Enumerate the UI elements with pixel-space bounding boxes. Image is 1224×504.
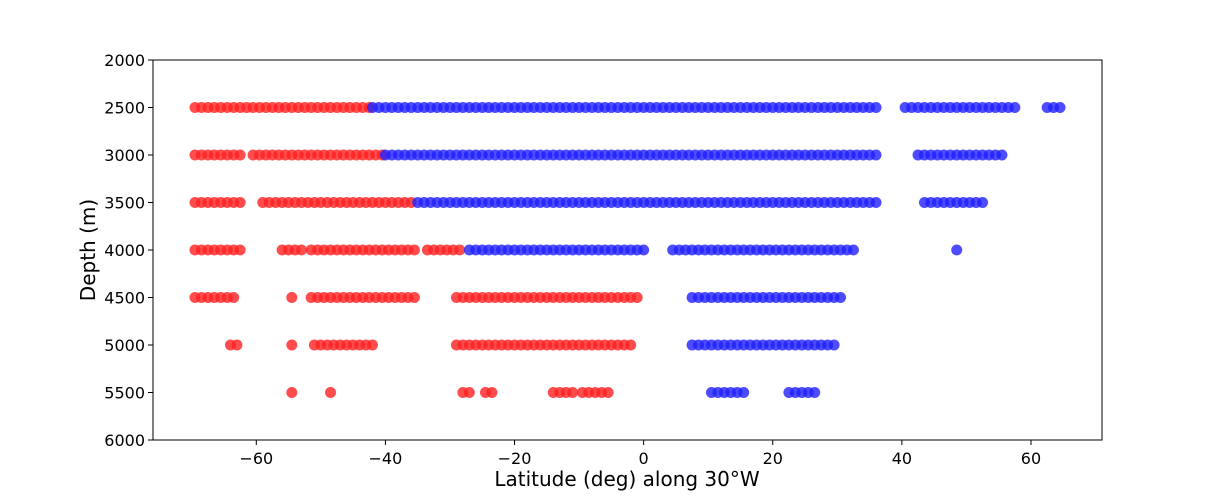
blue-data-point (828, 339, 840, 351)
red-data-point (295, 244, 307, 256)
blue-data-point (977, 197, 989, 208)
red-data-point (286, 387, 298, 398)
x-tick-label: −60 (239, 449, 273, 468)
x-axis: −60 −40 −20 0 20 40 60 (239, 440, 1041, 468)
y-axis: 2000 2500 3000 3500 4000 4500 5000 5500 6000 (104, 51, 153, 450)
red-data-point (286, 339, 298, 351)
y-tick-label: 5500 (104, 384, 145, 403)
red-data-point (567, 387, 579, 398)
blue-data-point (870, 197, 882, 208)
y-axis-title: Depth (m) (76, 199, 100, 301)
x-tick-label: 40 (892, 449, 912, 468)
x-tick-label: 0 (639, 449, 649, 468)
red-data-point (367, 339, 378, 351)
red-data-point (631, 292, 643, 303)
blue-data-point (1009, 102, 1021, 113)
blue-data-point (847, 244, 859, 256)
x-tick-label: 60 (1021, 449, 1041, 468)
red-data-point (228, 292, 240, 303)
red-data-point (234, 197, 246, 208)
blue-data-point (835, 292, 847, 303)
red-data-point (325, 387, 337, 398)
red-data-point (234, 149, 246, 161)
y-tick-label: 5000 (104, 336, 145, 355)
red-data-point (231, 339, 243, 351)
y-tick-label: 6000 (104, 431, 145, 450)
y-tick-label: 4000 (104, 241, 145, 260)
red-data-point (234, 244, 246, 256)
blue-data-point (638, 244, 650, 256)
red-data-point (408, 244, 420, 256)
blue-data-point (870, 102, 882, 113)
red-data-point (286, 292, 298, 303)
blue-data-point (738, 387, 750, 398)
red-data-point (408, 292, 420, 303)
y-tick-label: 2500 (104, 99, 145, 118)
data-points (189, 102, 1066, 398)
blue-data-point (809, 387, 821, 398)
blue-data-point (870, 149, 882, 161)
red-data-point (625, 339, 637, 351)
blue-data-point (996, 149, 1008, 161)
red-data-point (454, 244, 466, 256)
y-tick-label: 3500 (104, 194, 145, 213)
x-tick-label: −20 (498, 449, 532, 468)
red-data-point (486, 387, 498, 398)
blue-data-point (951, 244, 963, 256)
y-tick-label: 4500 (104, 289, 145, 308)
x-tick-label: 20 (763, 449, 783, 468)
y-tick-label: 2000 (104, 51, 145, 70)
x-axis-title: Latitude (deg) along 30°W (494, 467, 760, 491)
red-data-point (463, 387, 475, 398)
y-tick-label: 3000 (104, 146, 145, 165)
blue-data-point (1054, 102, 1066, 113)
x-tick-label: −40 (369, 449, 403, 468)
red-data-point (602, 387, 614, 398)
